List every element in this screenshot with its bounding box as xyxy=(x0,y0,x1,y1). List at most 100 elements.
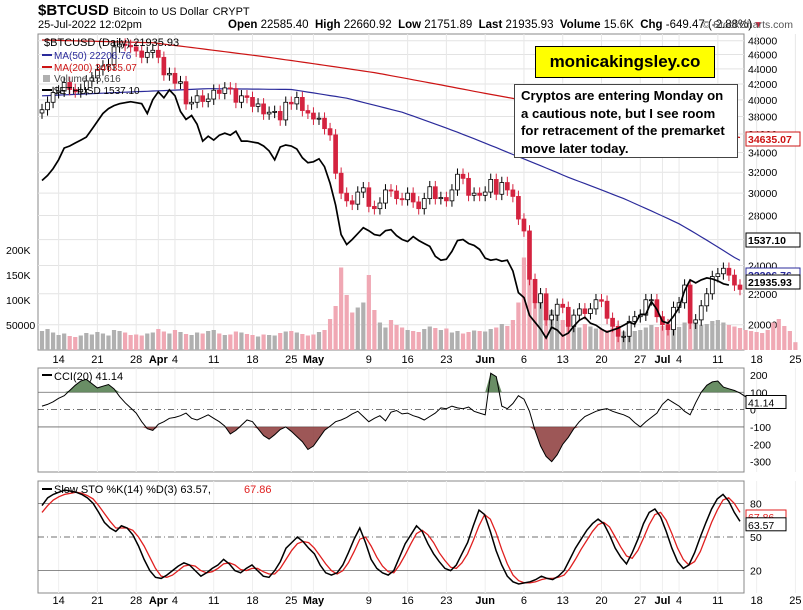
volume-bar xyxy=(344,295,349,350)
x-tick-label: 4 xyxy=(172,354,178,366)
volume-bar xyxy=(483,331,488,350)
volume-bar xyxy=(610,327,615,350)
volume-bar xyxy=(455,331,460,350)
candle-body xyxy=(554,303,560,316)
x-tick-label: May xyxy=(303,595,325,607)
badge-last: 21935.93 xyxy=(748,277,792,289)
exchange: CRYPT xyxy=(212,6,250,18)
candle-body xyxy=(394,190,399,200)
stoch-d-legend: 67.86 xyxy=(244,484,272,496)
open-value: 22585.40 xyxy=(260,19,309,31)
volume-bar xyxy=(477,331,482,350)
volume-bar xyxy=(521,257,527,350)
candle-body xyxy=(704,293,710,307)
volume-bar xyxy=(161,331,166,350)
volume-bar xyxy=(272,335,277,350)
high-value: 22660.92 xyxy=(343,19,392,31)
volume-bar xyxy=(571,326,576,350)
candle-body xyxy=(715,273,721,277)
candle-body xyxy=(133,46,139,52)
volume-bar xyxy=(776,319,781,350)
cci-tick-label: 0 xyxy=(750,405,756,417)
candle-body xyxy=(488,179,494,193)
x-tick-label: May xyxy=(303,354,325,366)
volume-bar xyxy=(327,319,333,350)
volume-bar xyxy=(411,331,416,350)
price-tick-label: 28000 xyxy=(748,211,777,223)
candle-body xyxy=(582,308,588,314)
x-tick-label: Jul xyxy=(654,354,670,366)
volume-bar xyxy=(73,337,78,350)
legend-eth: $ETHUSD 1537.10 xyxy=(54,86,140,97)
candle-body xyxy=(56,90,61,94)
candle-body xyxy=(355,191,361,205)
candle-body xyxy=(172,72,178,84)
brand-badge: monicakingsley.co xyxy=(535,46,715,78)
candle-body xyxy=(39,109,45,114)
volume-bar xyxy=(167,333,172,350)
candle-body xyxy=(709,276,715,295)
x-tick-label: 27 xyxy=(634,595,646,607)
volume-bar xyxy=(206,331,211,350)
candle-body xyxy=(721,267,726,275)
candle-body xyxy=(687,284,693,324)
volume-bar xyxy=(604,330,610,350)
candle-body xyxy=(305,110,311,114)
volume-bar xyxy=(732,326,737,350)
candle-body xyxy=(405,192,410,201)
candle-body xyxy=(416,201,422,210)
candle-body xyxy=(383,189,388,204)
volume-bar xyxy=(471,330,477,350)
candle-body xyxy=(45,101,50,111)
volume-bar xyxy=(217,333,222,350)
volume-bar xyxy=(278,333,283,350)
volume-bar xyxy=(577,327,582,350)
candle-body xyxy=(239,95,244,103)
price-tick-label: 30000 xyxy=(748,188,777,200)
volume-bar xyxy=(139,335,144,350)
volume-bar xyxy=(195,332,200,350)
price-tick-label: 20000 xyxy=(748,320,777,332)
cci-line xyxy=(41,372,763,463)
volume-bar xyxy=(582,324,587,350)
x-tick-label: 25 xyxy=(789,354,801,366)
volume-bar xyxy=(377,322,383,350)
candle-body xyxy=(460,173,466,179)
cci-tick-label: -200 xyxy=(750,439,771,451)
candle-body xyxy=(311,112,316,120)
candle-body xyxy=(565,306,571,327)
candle-body xyxy=(255,103,261,107)
candle-body xyxy=(67,82,73,90)
candle-body xyxy=(216,89,222,94)
candle-body xyxy=(233,88,239,103)
stoch-d-line xyxy=(41,491,741,584)
volume-bar xyxy=(128,335,133,350)
candle-body xyxy=(228,87,233,90)
volume-bar xyxy=(665,322,671,350)
x-tick-label: 14 xyxy=(52,354,64,366)
volume-bar xyxy=(222,335,227,350)
open-label: Open xyxy=(228,19,258,31)
volume-bar xyxy=(172,330,178,350)
symbol: $BTCUSD xyxy=(38,2,109,19)
volume-bar xyxy=(494,327,499,350)
candle-body xyxy=(144,51,150,58)
volume-bar xyxy=(599,329,604,350)
candle-body xyxy=(560,303,566,308)
x-tick-label: 20 xyxy=(595,595,607,607)
candle-body xyxy=(327,128,333,136)
volume-bar xyxy=(593,328,599,350)
candle-body xyxy=(128,45,133,48)
candle-body xyxy=(288,101,294,105)
volume-bar xyxy=(438,330,443,350)
candle-body xyxy=(338,172,344,194)
volume-bar xyxy=(355,307,360,350)
volume-bar xyxy=(89,334,94,350)
legend-volume-swatch xyxy=(43,75,50,82)
price-tick-label: 46000 xyxy=(748,49,777,61)
x-tick-label: 27 xyxy=(634,354,646,366)
legend-ma200: MA(200) 34635.07 xyxy=(54,63,137,74)
volume-bar xyxy=(460,333,466,350)
volume-bar xyxy=(183,334,189,350)
